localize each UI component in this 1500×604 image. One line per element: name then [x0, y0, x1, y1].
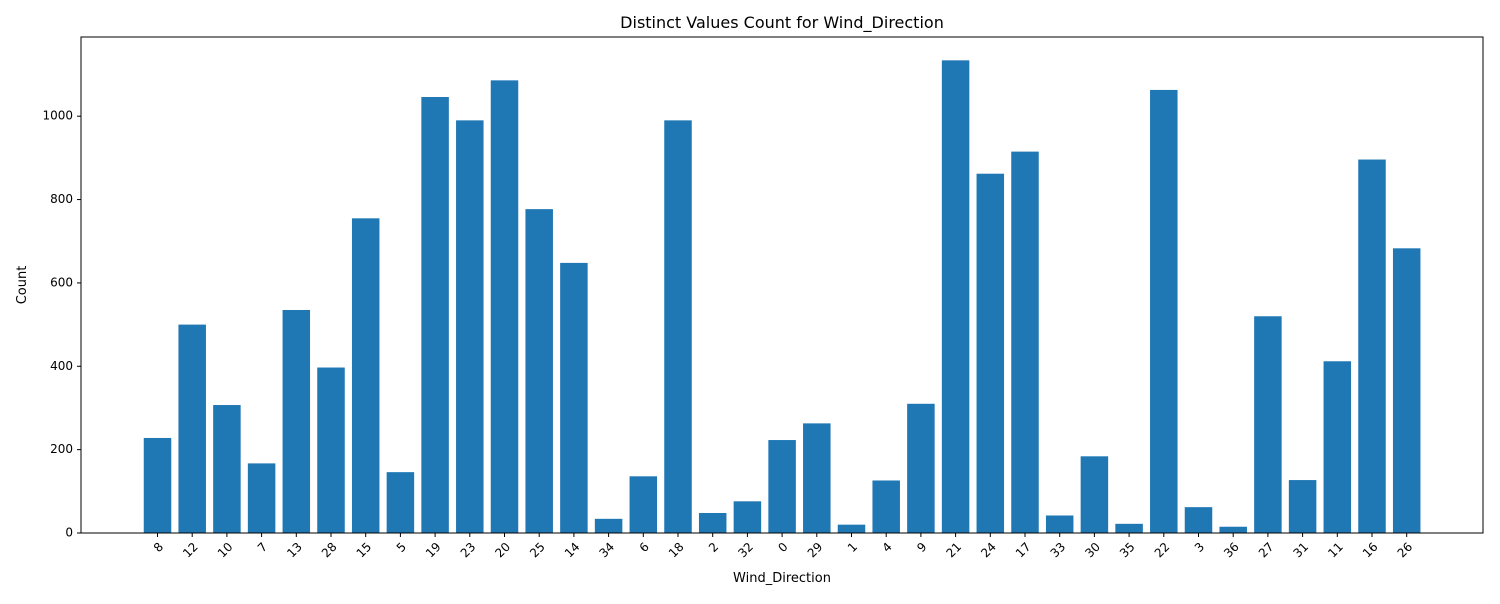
bar-14 [560, 262, 588, 533]
x-tick-label: 27 [1256, 540, 1277, 561]
bar-7 [247, 463, 276, 533]
x-axis: 8 12 10 7 13 28 15 5 19 23 20 25 14 34 6 18 2 32 0 29 1 4 9 21 2… [151, 533, 1416, 561]
x-tick-label: 33 [1048, 540, 1069, 561]
bar-0 [768, 440, 796, 533]
x-axis-label: Wind_Direction [733, 571, 831, 586]
x-tick-label: 6 [637, 540, 652, 555]
x-tick-label: 13 [284, 540, 305, 561]
plot-frame [80, 36, 1484, 534]
x-tick-label: 31 [1290, 540, 1311, 561]
bar-27 [1254, 316, 1282, 533]
x-tick-label: 1 [845, 540, 860, 555]
x-tick-label: 11 [1325, 540, 1346, 561]
bar-33 [1045, 515, 1074, 533]
bar-16 [1358, 159, 1386, 534]
x-tick-label: 7 [255, 540, 270, 555]
bar-6 [629, 476, 658, 533]
x-tick-label: 17 [1013, 540, 1034, 561]
bar-12 [178, 324, 206, 533]
bar-5 [386, 472, 415, 533]
y-tick-label: 200 [50, 442, 73, 456]
bar-32 [733, 501, 762, 533]
bar-11 [1323, 361, 1352, 533]
bars-group [143, 60, 1421, 534]
x-tick-label: 4 [879, 540, 894, 555]
bar-4 [872, 480, 900, 533]
y-tick-label: 0 [65, 526, 73, 540]
bar-21 [941, 60, 970, 534]
x-tick-label: 14 [562, 540, 583, 561]
bar-10 [213, 405, 241, 533]
x-tick-label: 34 [596, 540, 617, 561]
bar-18 [664, 120, 692, 534]
x-tick-label: 28 [319, 540, 340, 561]
bar-3 [1184, 507, 1213, 533]
x-tick-label: 12 [180, 540, 201, 561]
bar-1 [837, 524, 866, 533]
bar-9 [907, 403, 935, 533]
bar-31 [1288, 480, 1317, 533]
x-tick-label: 8 [151, 540, 166, 555]
bar-17 [1011, 151, 1039, 533]
bar-35 [1115, 523, 1143, 533]
x-tick-label: 2 [706, 540, 721, 555]
bar-19 [421, 97, 449, 534]
bar-26 [1392, 248, 1421, 533]
bar-8 [143, 437, 172, 533]
x-tick-label: 35 [1117, 540, 1138, 561]
x-tick-label: 25 [527, 540, 548, 561]
bar-15 [351, 218, 380, 533]
x-tick-label: 10 [215, 540, 236, 561]
chart-title: Distinct Values Count for Wind_Direction [620, 13, 944, 33]
bar-20 [490, 80, 519, 533]
bar-25 [525, 209, 553, 533]
x-tick-label: 19 [423, 540, 444, 561]
bar-28 [317, 367, 345, 533]
x-tick-label: 32 [735, 540, 756, 561]
x-tick-label: 3 [1192, 540, 1207, 555]
x-tick-label: 29 [805, 540, 826, 561]
bar-30 [1080, 456, 1109, 533]
x-tick-label: 36 [1221, 540, 1242, 561]
x-tick-label: 24 [978, 540, 999, 561]
bar-23 [456, 120, 484, 534]
y-axis: 0 200 400 600 800 1000 [42, 109, 81, 540]
x-tick-label: 15 [354, 540, 375, 561]
x-tick-label: 30 [1082, 540, 1103, 561]
bar-34 [594, 518, 623, 533]
x-tick-label: 26 [1395, 540, 1416, 561]
bar-13 [282, 310, 311, 533]
x-tick-label: 20 [492, 540, 513, 561]
x-tick-label: 23 [458, 540, 479, 561]
x-tick-label: 0 [775, 540, 790, 555]
x-tick-label: 21 [943, 540, 964, 561]
y-tick-label: 600 [50, 275, 73, 289]
bar-29 [803, 423, 831, 533]
y-tick-label: 400 [50, 359, 73, 373]
bar-36 [1219, 526, 1247, 533]
x-tick-label: 22 [1152, 540, 1173, 561]
x-tick-label: 16 [1360, 540, 1381, 561]
bar-22 [1150, 89, 1178, 534]
y-tick-label: 1000 [42, 109, 73, 123]
y-axis-label: Count [15, 266, 30, 305]
x-tick-label: 9 [914, 540, 929, 555]
bar-2 [698, 512, 727, 533]
y-tick-label: 800 [50, 192, 73, 206]
x-tick-label: 18 [666, 540, 687, 561]
bar-24 [976, 173, 1005, 533]
x-tick-label: 5 [394, 540, 409, 555]
